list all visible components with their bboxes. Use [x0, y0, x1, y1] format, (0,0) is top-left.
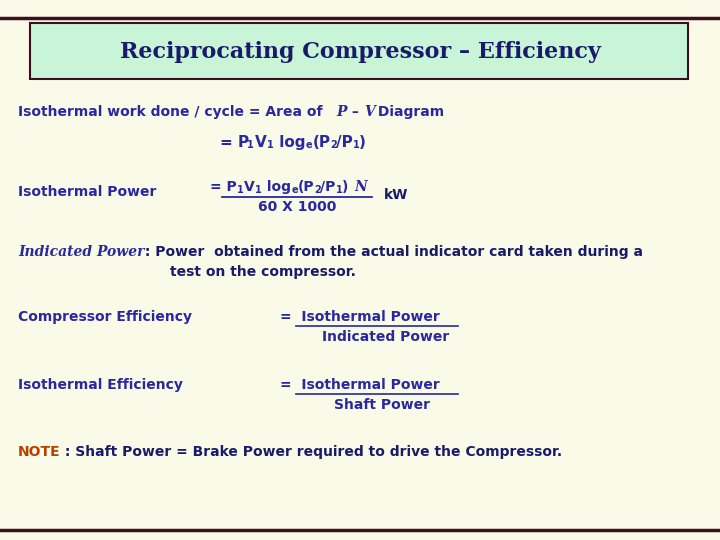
- Text: Diagram: Diagram: [373, 105, 444, 119]
- Text: V: V: [364, 105, 374, 119]
- Text: ): ): [359, 135, 366, 150]
- Text: kW: kW: [384, 188, 408, 202]
- Text: P: P: [336, 105, 346, 119]
- Text: (P: (P: [298, 180, 315, 194]
- Text: Compressor Efficiency: Compressor Efficiency: [18, 310, 192, 324]
- Text: V: V: [244, 180, 255, 194]
- Text: =  Isothermal Power: = Isothermal Power: [280, 378, 440, 392]
- FancyBboxPatch shape: [30, 23, 688, 79]
- Text: e: e: [306, 140, 312, 150]
- Text: 1: 1: [353, 140, 360, 150]
- Text: Isothermal Power: Isothermal Power: [18, 185, 156, 199]
- Text: /P: /P: [336, 135, 353, 150]
- Text: V: V: [255, 135, 266, 150]
- Text: –: –: [347, 105, 364, 119]
- Text: Indicated Power: Indicated Power: [322, 330, 449, 344]
- Text: Shaft Power: Shaft Power: [334, 398, 430, 412]
- Text: 60 X 1000: 60 X 1000: [258, 200, 336, 214]
- Text: 1: 1: [336, 185, 343, 195]
- Text: ): ): [342, 180, 354, 194]
- Text: Indicated Power: Indicated Power: [18, 245, 145, 259]
- Text: =  Isothermal Power: = Isothermal Power: [280, 310, 440, 324]
- Text: Isothermal work done / cycle = Area of: Isothermal work done / cycle = Area of: [18, 105, 328, 119]
- Text: Isothermal Efficiency: Isothermal Efficiency: [18, 378, 183, 392]
- Text: Reciprocating Compressor – Efficiency: Reciprocating Compressor – Efficiency: [120, 41, 600, 63]
- Text: 1: 1: [237, 185, 244, 195]
- Text: 2: 2: [314, 185, 320, 195]
- Text: 2: 2: [330, 140, 337, 150]
- Text: : Shaft Power = Brake Power required to drive the Compressor.: : Shaft Power = Brake Power required to …: [60, 445, 562, 459]
- Text: 1: 1: [247, 140, 253, 150]
- Text: 1: 1: [255, 185, 262, 195]
- Text: N: N: [354, 180, 366, 194]
- Text: = P: = P: [210, 180, 237, 194]
- Text: = P: = P: [220, 135, 249, 150]
- Text: log: log: [274, 135, 305, 150]
- Text: e: e: [292, 185, 299, 195]
- Text: test on the compressor.: test on the compressor.: [170, 265, 356, 279]
- Text: /P: /P: [320, 180, 336, 194]
- Text: 1: 1: [267, 140, 274, 150]
- Text: (P: (P: [313, 135, 331, 150]
- Text: log: log: [262, 180, 291, 194]
- Text: NOTE: NOTE: [18, 445, 60, 459]
- Text: : Power  obtained from the actual indicator card taken during a: : Power obtained from the actual indicat…: [140, 245, 643, 259]
